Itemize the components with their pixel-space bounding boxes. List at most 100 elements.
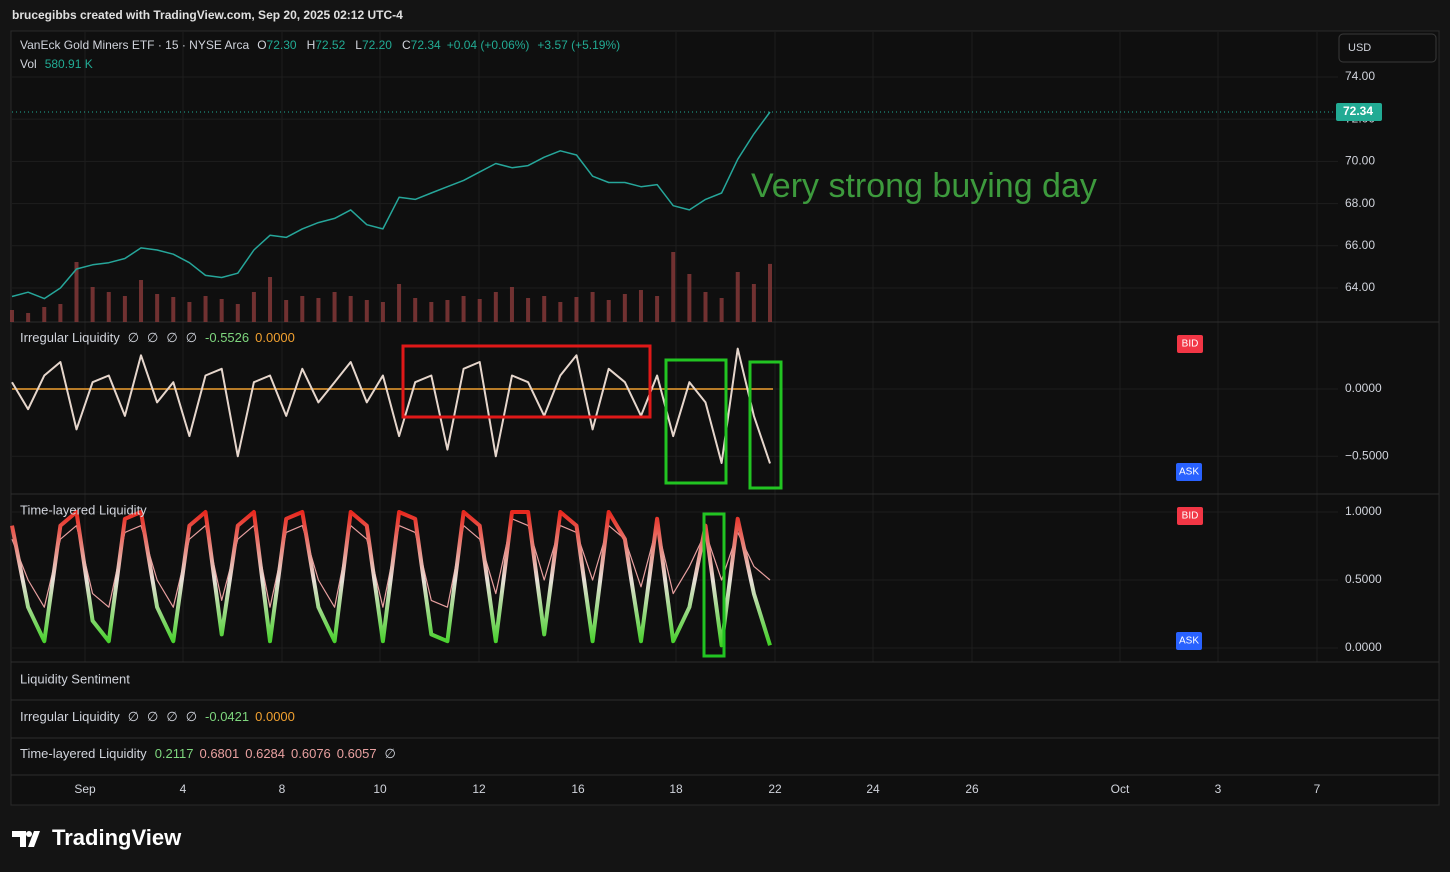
volume-bar	[671, 252, 676, 322]
volume-bar	[171, 297, 176, 322]
volume-bar	[106, 292, 111, 322]
highlight-box	[702, 512, 726, 658]
l-value: 72.20	[362, 38, 392, 52]
legend-value: -0.5526	[205, 330, 249, 345]
ask-label: ASK	[1179, 467, 1199, 478]
volume-bar	[348, 296, 353, 322]
volume-bar	[735, 272, 740, 322]
volume-bar	[719, 298, 724, 322]
volume-bar	[26, 313, 31, 322]
time-label: 18	[669, 782, 683, 796]
volume-bar	[58, 304, 63, 322]
y-tick-label: −0.5000	[1345, 448, 1389, 462]
price-tag	[1336, 102, 1382, 121]
volume-bar	[751, 284, 756, 322]
change: +0.04 (+0.06%)	[447, 38, 530, 52]
row-value: ∅	[147, 709, 158, 724]
volume-bar	[509, 287, 514, 322]
highlight-box	[664, 358, 728, 485]
line	[10, 510, 772, 648]
y-tick-label: 0.0000	[1345, 640, 1382, 654]
bid-badge	[1177, 335, 1203, 353]
symbol: VanEck Gold Miners ETF · 15 · NYSE Arca	[20, 38, 250, 52]
volume-bar	[10, 310, 14, 322]
indicator-title: Irregular Liquidity	[20, 330, 120, 345]
volume-bar	[768, 263, 772, 322]
sentiment-title: Liquidity Sentiment	[20, 671, 130, 686]
volume-bar	[74, 262, 79, 322]
currency[interactable]: USD	[1348, 42, 1371, 54]
time-label: 22	[768, 782, 782, 796]
volume-bar	[316, 298, 321, 322]
time-label: 3	[1215, 782, 1222, 796]
legend-value: ∅	[128, 330, 139, 345]
time-label: 8	[279, 782, 286, 796]
o-label: O	[257, 38, 266, 52]
volume-legend: Vol 580.91 K	[20, 57, 93, 71]
time-label: 10	[373, 782, 387, 796]
currency-button[interactable]	[1338, 33, 1437, 63]
volume-bar	[42, 307, 47, 322]
l-label: L	[355, 38, 362, 52]
row-value: 0.6057	[337, 746, 377, 761]
bid-badge	[1177, 507, 1203, 525]
line	[11, 347, 771, 464]
h-value: 72.52	[315, 38, 345, 52]
row-value: ∅	[385, 746, 396, 761]
volume-bar	[364, 300, 369, 322]
price-tag-label: 72.34	[1343, 104, 1373, 118]
legend: VanEck Gold Miners ETF · 15 · NYSE Arca O…	[20, 38, 620, 52]
y-tick-label: 64.00	[1345, 280, 1375, 294]
y-tick-label: 0.0000	[1345, 381, 1382, 395]
volume-bar	[638, 290, 643, 322]
volume-bar	[155, 294, 160, 322]
time-label: 16	[571, 782, 585, 796]
indicator-title: Time-layered Liquidity	[20, 502, 147, 517]
volume-bar	[268, 277, 273, 322]
time-label: 4	[180, 782, 187, 796]
o-value: 72.30	[267, 38, 297, 52]
volume-bar	[380, 302, 385, 322]
volume-bar	[574, 297, 579, 322]
row-value: ∅	[166, 709, 177, 724]
row-value: ∅	[186, 709, 197, 724]
marks: Sep 4 8 10 12 16 18 22 24 26 Oct 3 7 64.00 66.00 68.00 7…	[10, 69, 1389, 796]
volume-bar	[122, 296, 127, 322]
volume-bar	[251, 292, 256, 322]
y-tick-label: 1.0000	[1345, 504, 1382, 518]
volume-bar	[429, 302, 434, 322]
legend-value: ∅	[166, 330, 177, 345]
volume-bar	[687, 274, 692, 322]
volume-bar	[445, 300, 450, 322]
bid-label: BID	[1182, 339, 1199, 350]
legend-value: ∅	[147, 330, 158, 345]
row-value: 0.6076	[291, 746, 331, 761]
c-value: 72.34	[411, 38, 441, 52]
time-label: 12	[472, 782, 486, 796]
ask-badge	[1176, 463, 1202, 481]
change-total: +3.57 (+5.19%)	[537, 38, 620, 52]
volume-bar	[542, 296, 547, 322]
y-tick-label: 68.00	[1345, 196, 1375, 210]
volume-bar	[413, 298, 418, 322]
time-label: 7	[1314, 782, 1321, 796]
volume-bar	[622, 294, 627, 322]
row-name: Irregular Liquidity	[20, 709, 120, 724]
ask-label: ASK	[1179, 636, 1199, 647]
legend-value: ∅	[186, 330, 197, 345]
h-label: H	[307, 38, 316, 52]
volume-bar	[703, 292, 708, 322]
row-value: 0.0000	[255, 709, 295, 724]
legend-value: 0.0000	[255, 330, 295, 345]
volume-bar	[300, 296, 305, 322]
annotation: Very strong buying day	[751, 167, 1097, 205]
row-value: 0.2117	[155, 746, 194, 761]
volume-bar	[90, 287, 95, 322]
volume-bar	[235, 304, 240, 322]
indicator-legend: Irregular Liquidity ∅ ∅ ∅ ∅ -0.5526 0.0000	[20, 330, 295, 345]
credit: brucegibbs created with TradingView.com,…	[12, 8, 403, 22]
row-value: 0.6801	[199, 746, 239, 761]
row-name: Time-layered Liquidity	[20, 746, 147, 761]
volume-bar	[203, 296, 208, 322]
c-label: C	[402, 38, 411, 52]
